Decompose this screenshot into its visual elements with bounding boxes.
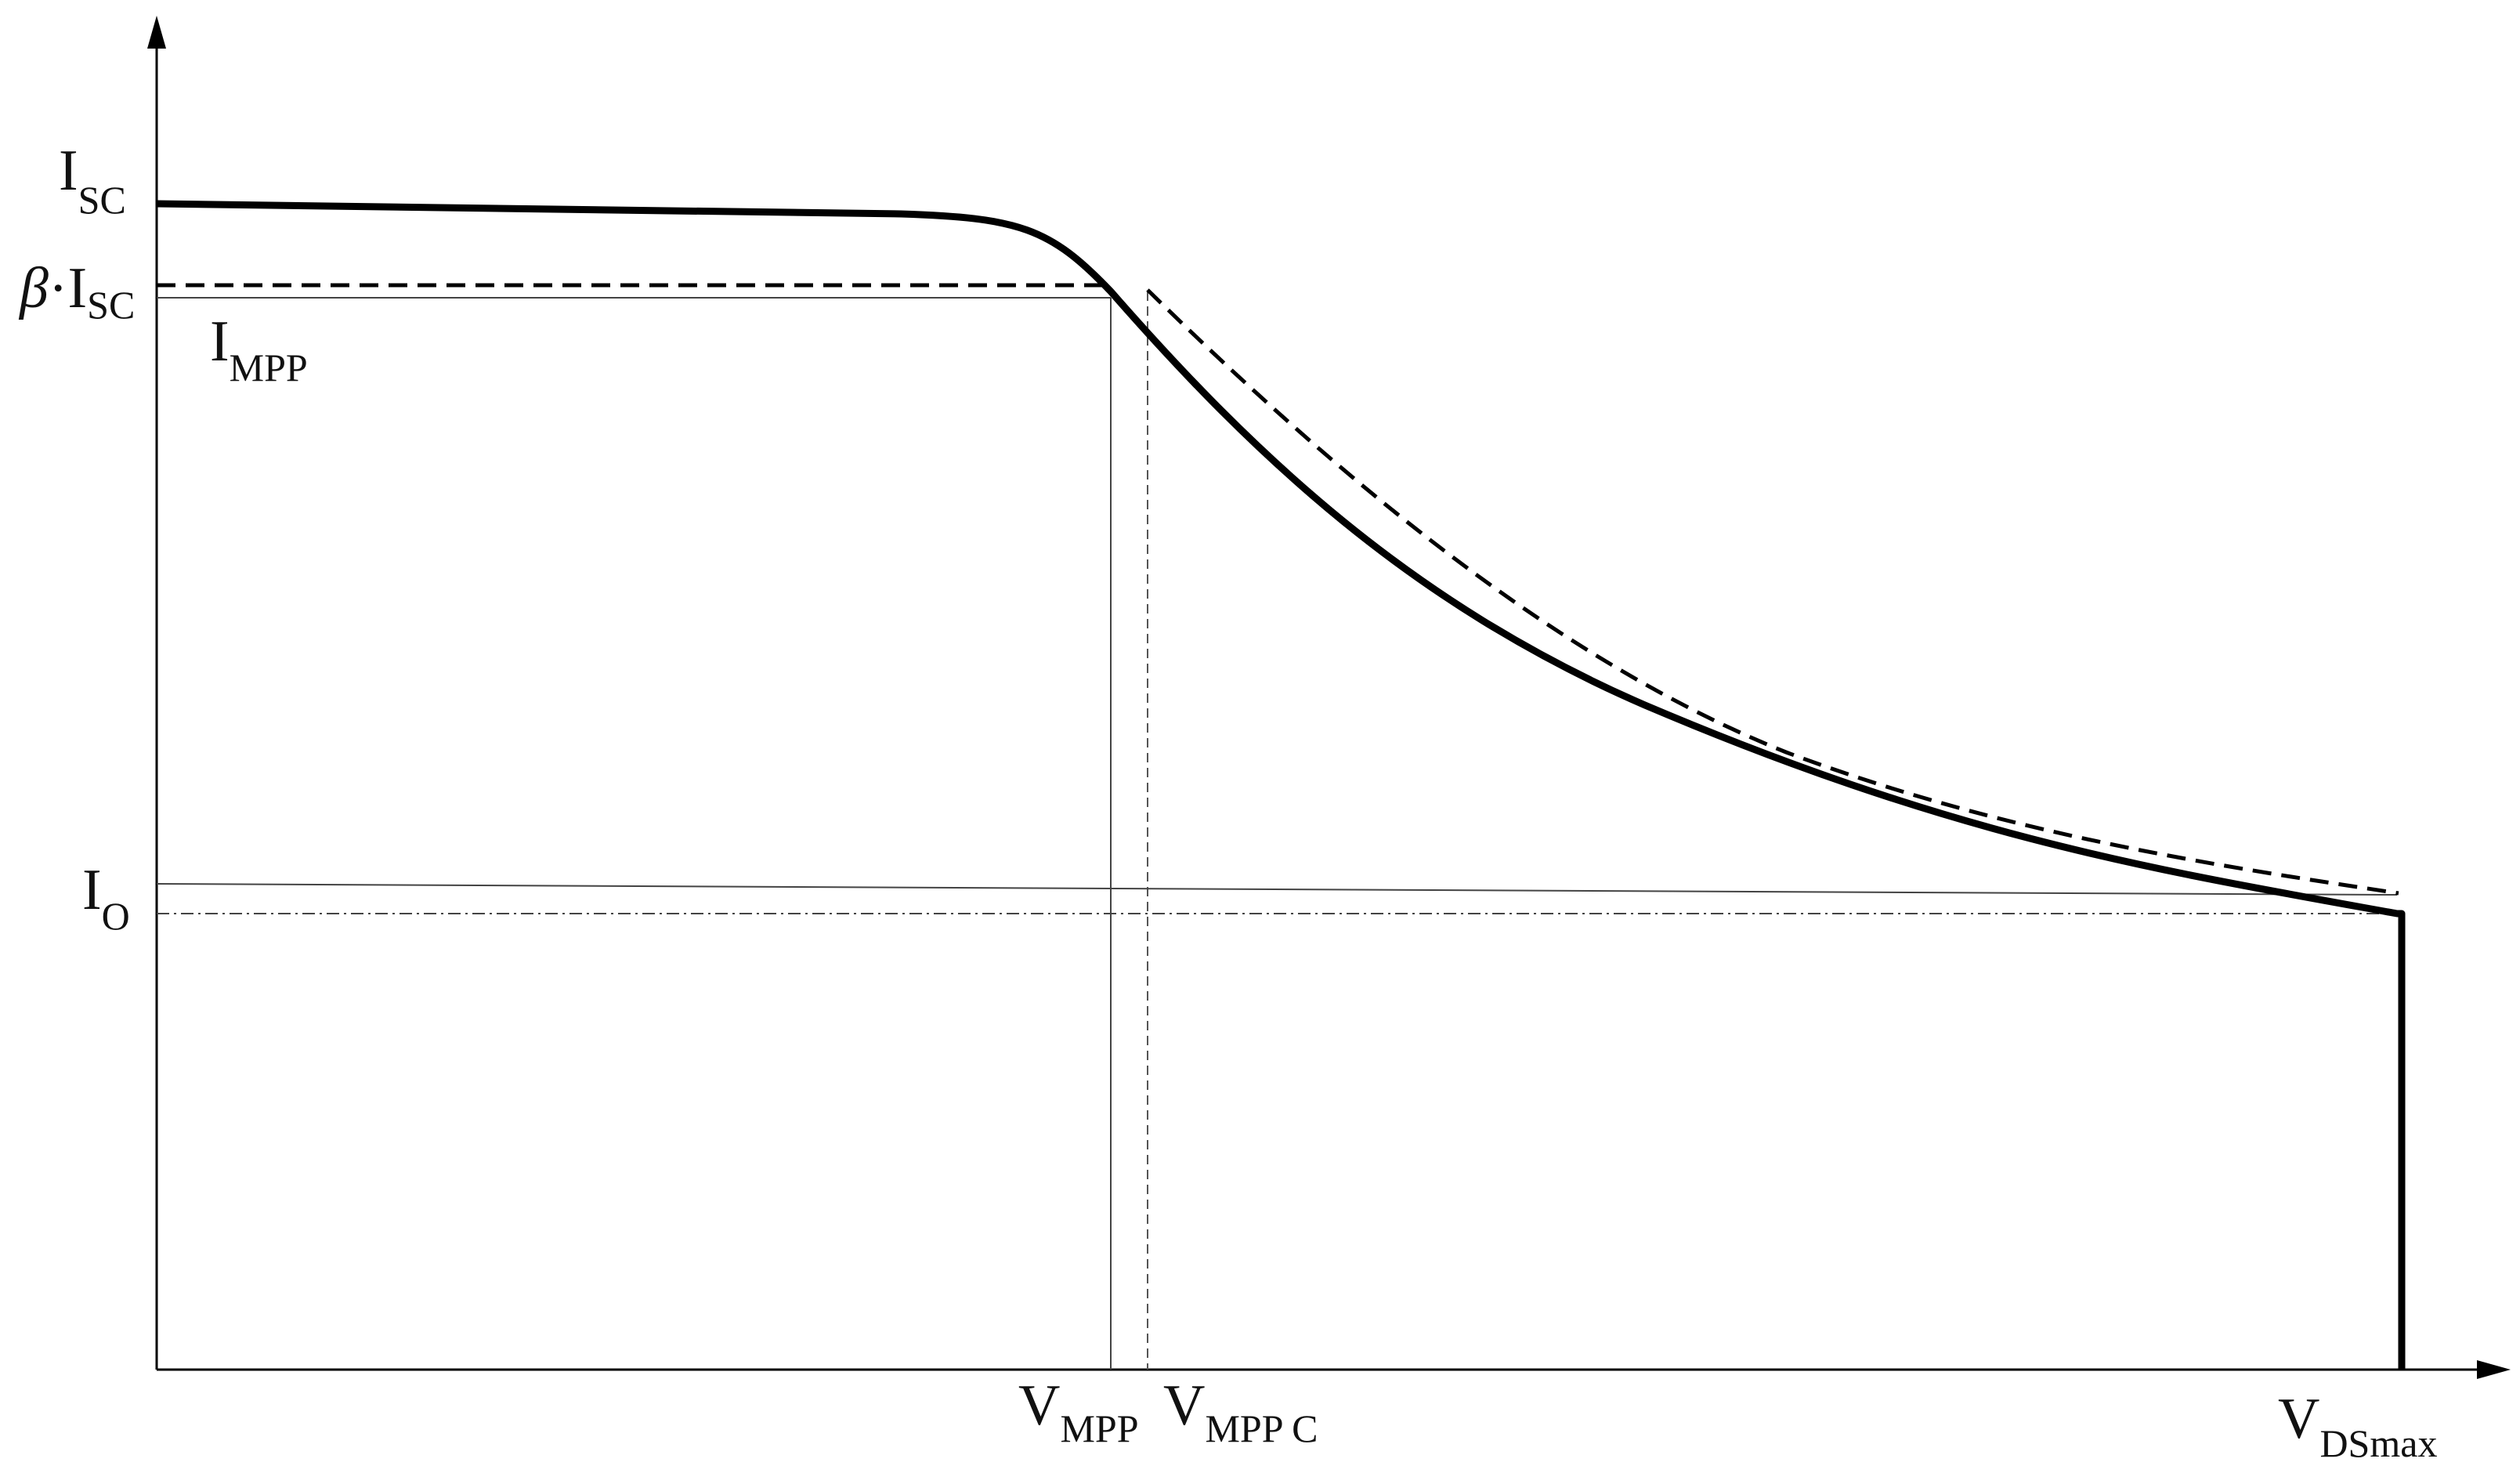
label-vmppc: VMPP C [1163, 1374, 1318, 1450]
label-beta-isc: β·ISC [18, 256, 135, 327]
dashed-limit-curve [157, 283, 2399, 896]
io-guide-line [156, 883, 2398, 896]
label-vmpp: VMPP [1018, 1374, 1139, 1450]
label-io: IO [82, 858, 130, 938]
x-axis-arrowhead [2477, 1360, 2511, 1379]
iv-curve [156, 200, 2406, 1370]
y-axis-arrowhead [147, 16, 166, 49]
label-vdsmax: VDSmax [2278, 1387, 2437, 1465]
label-impp: IMPP [210, 309, 308, 389]
label-isc: ISC [59, 139, 126, 222]
